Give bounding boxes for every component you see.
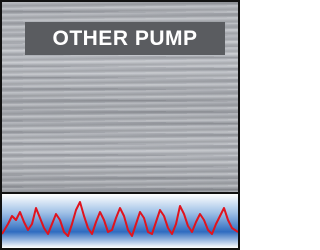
waveform: [2, 194, 238, 248]
label-text: OTHER PUMP: [25, 22, 225, 55]
pump-panel: OTHER PUMP: [0, 0, 240, 250]
label-box: OTHER PUMP: [25, 22, 225, 55]
wave-background: [2, 194, 238, 248]
